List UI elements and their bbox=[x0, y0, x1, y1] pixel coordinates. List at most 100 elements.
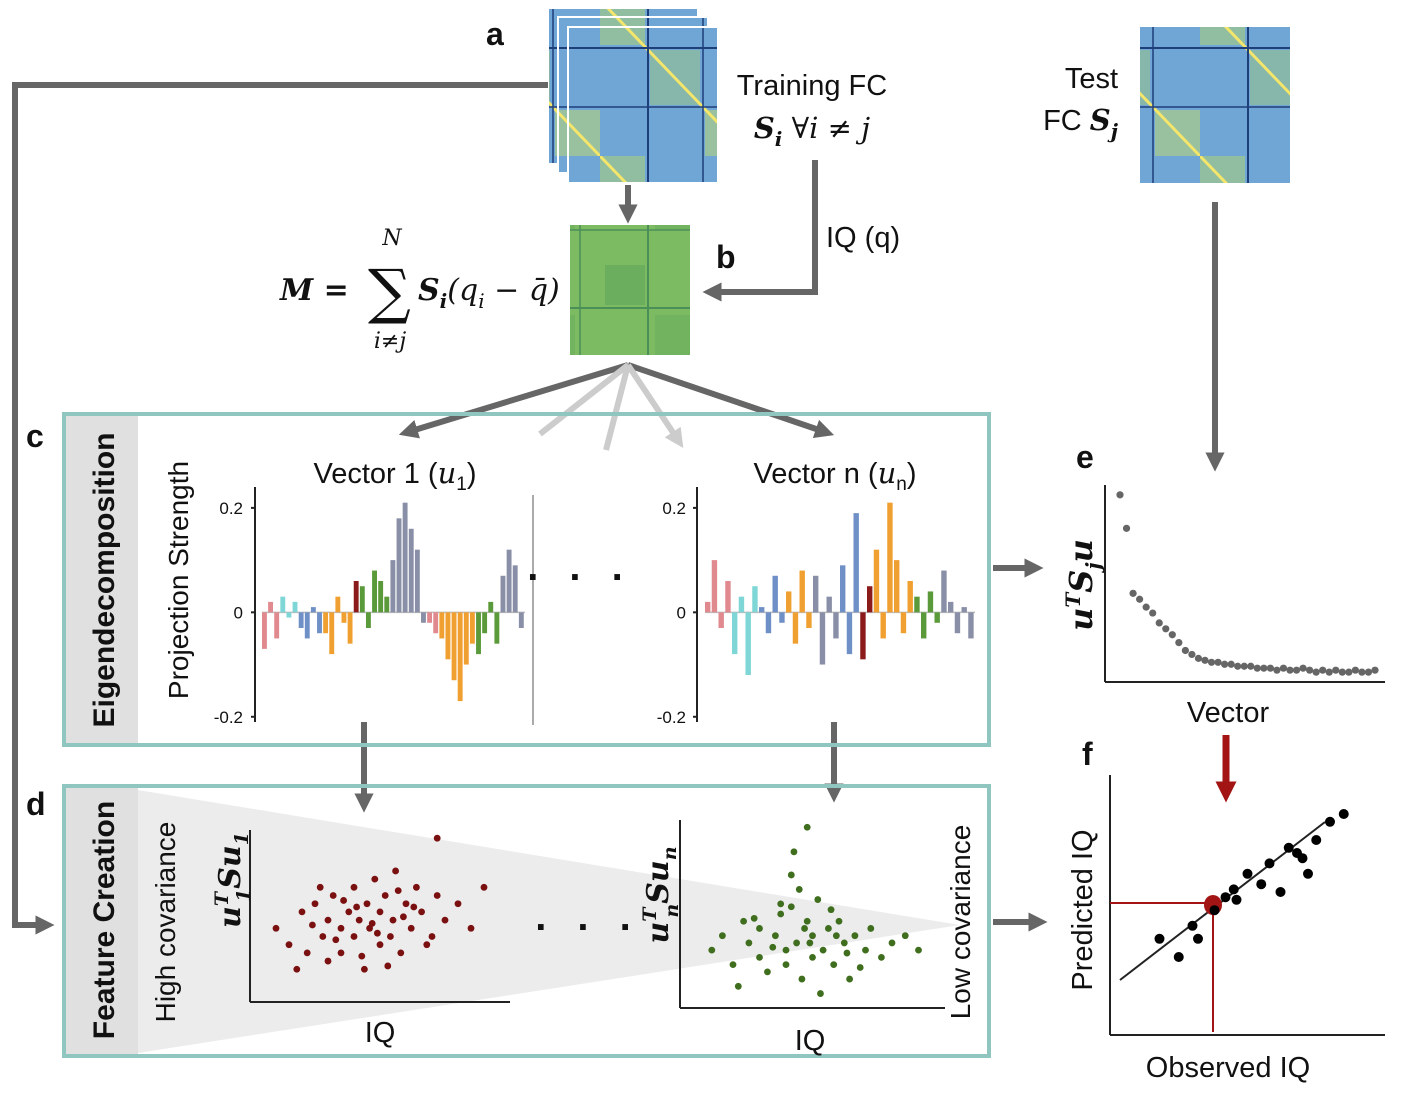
point bbox=[428, 933, 436, 940]
point bbox=[363, 900, 371, 908]
point bbox=[1266, 664, 1274, 672]
point bbox=[1154, 933, 1165, 944]
bar bbox=[378, 581, 384, 613]
point bbox=[793, 939, 800, 947]
bar bbox=[752, 586, 758, 613]
bar bbox=[329, 612, 335, 655]
point bbox=[410, 903, 418, 911]
label-mid: S bbox=[1062, 570, 1100, 593]
label-mid: S bbox=[641, 882, 676, 904]
point bbox=[371, 875, 379, 883]
title-symbol: u bbox=[878, 456, 897, 490]
point bbox=[1149, 609, 1157, 617]
panel-label: c bbox=[26, 418, 44, 454]
point bbox=[803, 917, 811, 925]
bar bbox=[718, 612, 724, 628]
symbol: S bbox=[1090, 103, 1111, 137]
point bbox=[332, 936, 340, 944]
title-text: Vector 1 ( bbox=[313, 458, 437, 490]
bar bbox=[819, 612, 826, 665]
panel-label: b bbox=[716, 239, 736, 275]
point bbox=[413, 883, 420, 891]
arrow bbox=[702, 160, 818, 302]
label-sup: T bbox=[211, 890, 233, 906]
point bbox=[1351, 666, 1359, 674]
point bbox=[355, 916, 363, 924]
point bbox=[827, 906, 835, 914]
point bbox=[777, 910, 785, 918]
bar bbox=[772, 575, 778, 613]
y-axis-label: uTnSun bbox=[639, 846, 683, 943]
point bbox=[740, 917, 747, 925]
bar bbox=[421, 612, 426, 623]
point bbox=[394, 887, 402, 895]
bar bbox=[335, 596, 341, 613]
label-base: u bbox=[641, 922, 676, 944]
arrow-light bbox=[538, 362, 678, 450]
symbol-sub: i bbox=[775, 127, 783, 151]
point bbox=[1175, 639, 1183, 647]
label-end: u bbox=[641, 860, 676, 882]
title-end: ) bbox=[907, 458, 917, 490]
point bbox=[1168, 631, 1176, 639]
training-symbol: Si ∀i ≠ j bbox=[754, 111, 870, 151]
point bbox=[1155, 619, 1163, 627]
point bbox=[1338, 668, 1346, 676]
point bbox=[1181, 646, 1189, 655]
bar bbox=[323, 612, 329, 634]
bar bbox=[482, 612, 488, 634]
bar bbox=[786, 591, 792, 613]
point bbox=[454, 900, 462, 908]
point bbox=[433, 892, 441, 899]
bar bbox=[433, 612, 439, 634]
point bbox=[1194, 654, 1203, 662]
point bbox=[319, 933, 327, 940]
point bbox=[1273, 666, 1281, 674]
point bbox=[389, 916, 397, 924]
bar bbox=[506, 549, 512, 613]
m-matrix bbox=[570, 225, 690, 355]
point bbox=[368, 919, 376, 927]
bar bbox=[941, 570, 947, 613]
bar bbox=[867, 586, 873, 613]
label-base: u bbox=[213, 906, 248, 928]
point bbox=[719, 932, 726, 940]
point bbox=[1188, 650, 1196, 659]
point bbox=[1345, 668, 1353, 676]
bar bbox=[518, 612, 524, 628]
point bbox=[798, 975, 806, 983]
eigen-box bbox=[62, 412, 991, 747]
point bbox=[337, 924, 345, 932]
bar bbox=[457, 612, 463, 702]
point bbox=[303, 949, 311, 957]
bar bbox=[934, 612, 940, 623]
point bbox=[832, 932, 840, 940]
label-sub: n bbox=[659, 846, 681, 860]
y-tick-label: 0 bbox=[234, 603, 243, 622]
panel-label: d bbox=[26, 786, 46, 822]
title-end: ) bbox=[467, 458, 477, 490]
point bbox=[729, 961, 737, 969]
bar bbox=[476, 612, 481, 655]
bar bbox=[840, 565, 846, 613]
point bbox=[1201, 656, 1209, 664]
point bbox=[324, 957, 332, 965]
bar bbox=[880, 612, 886, 639]
bar bbox=[347, 612, 353, 644]
point bbox=[809, 953, 816, 961]
point bbox=[1220, 892, 1231, 903]
bar bbox=[451, 612, 457, 681]
point bbox=[433, 834, 441, 842]
point bbox=[1193, 933, 1203, 944]
label-sub: n bbox=[661, 904, 683, 918]
bar bbox=[833, 612, 839, 639]
point bbox=[376, 908, 384, 916]
label-sup: T bbox=[639, 906, 661, 922]
point bbox=[843, 949, 851, 957]
point bbox=[1286, 666, 1294, 674]
point bbox=[1136, 595, 1144, 603]
term-paren: (q bbox=[447, 273, 478, 308]
point bbox=[1306, 666, 1314, 674]
title-symbol: u bbox=[438, 456, 457, 490]
bar bbox=[914, 596, 920, 613]
